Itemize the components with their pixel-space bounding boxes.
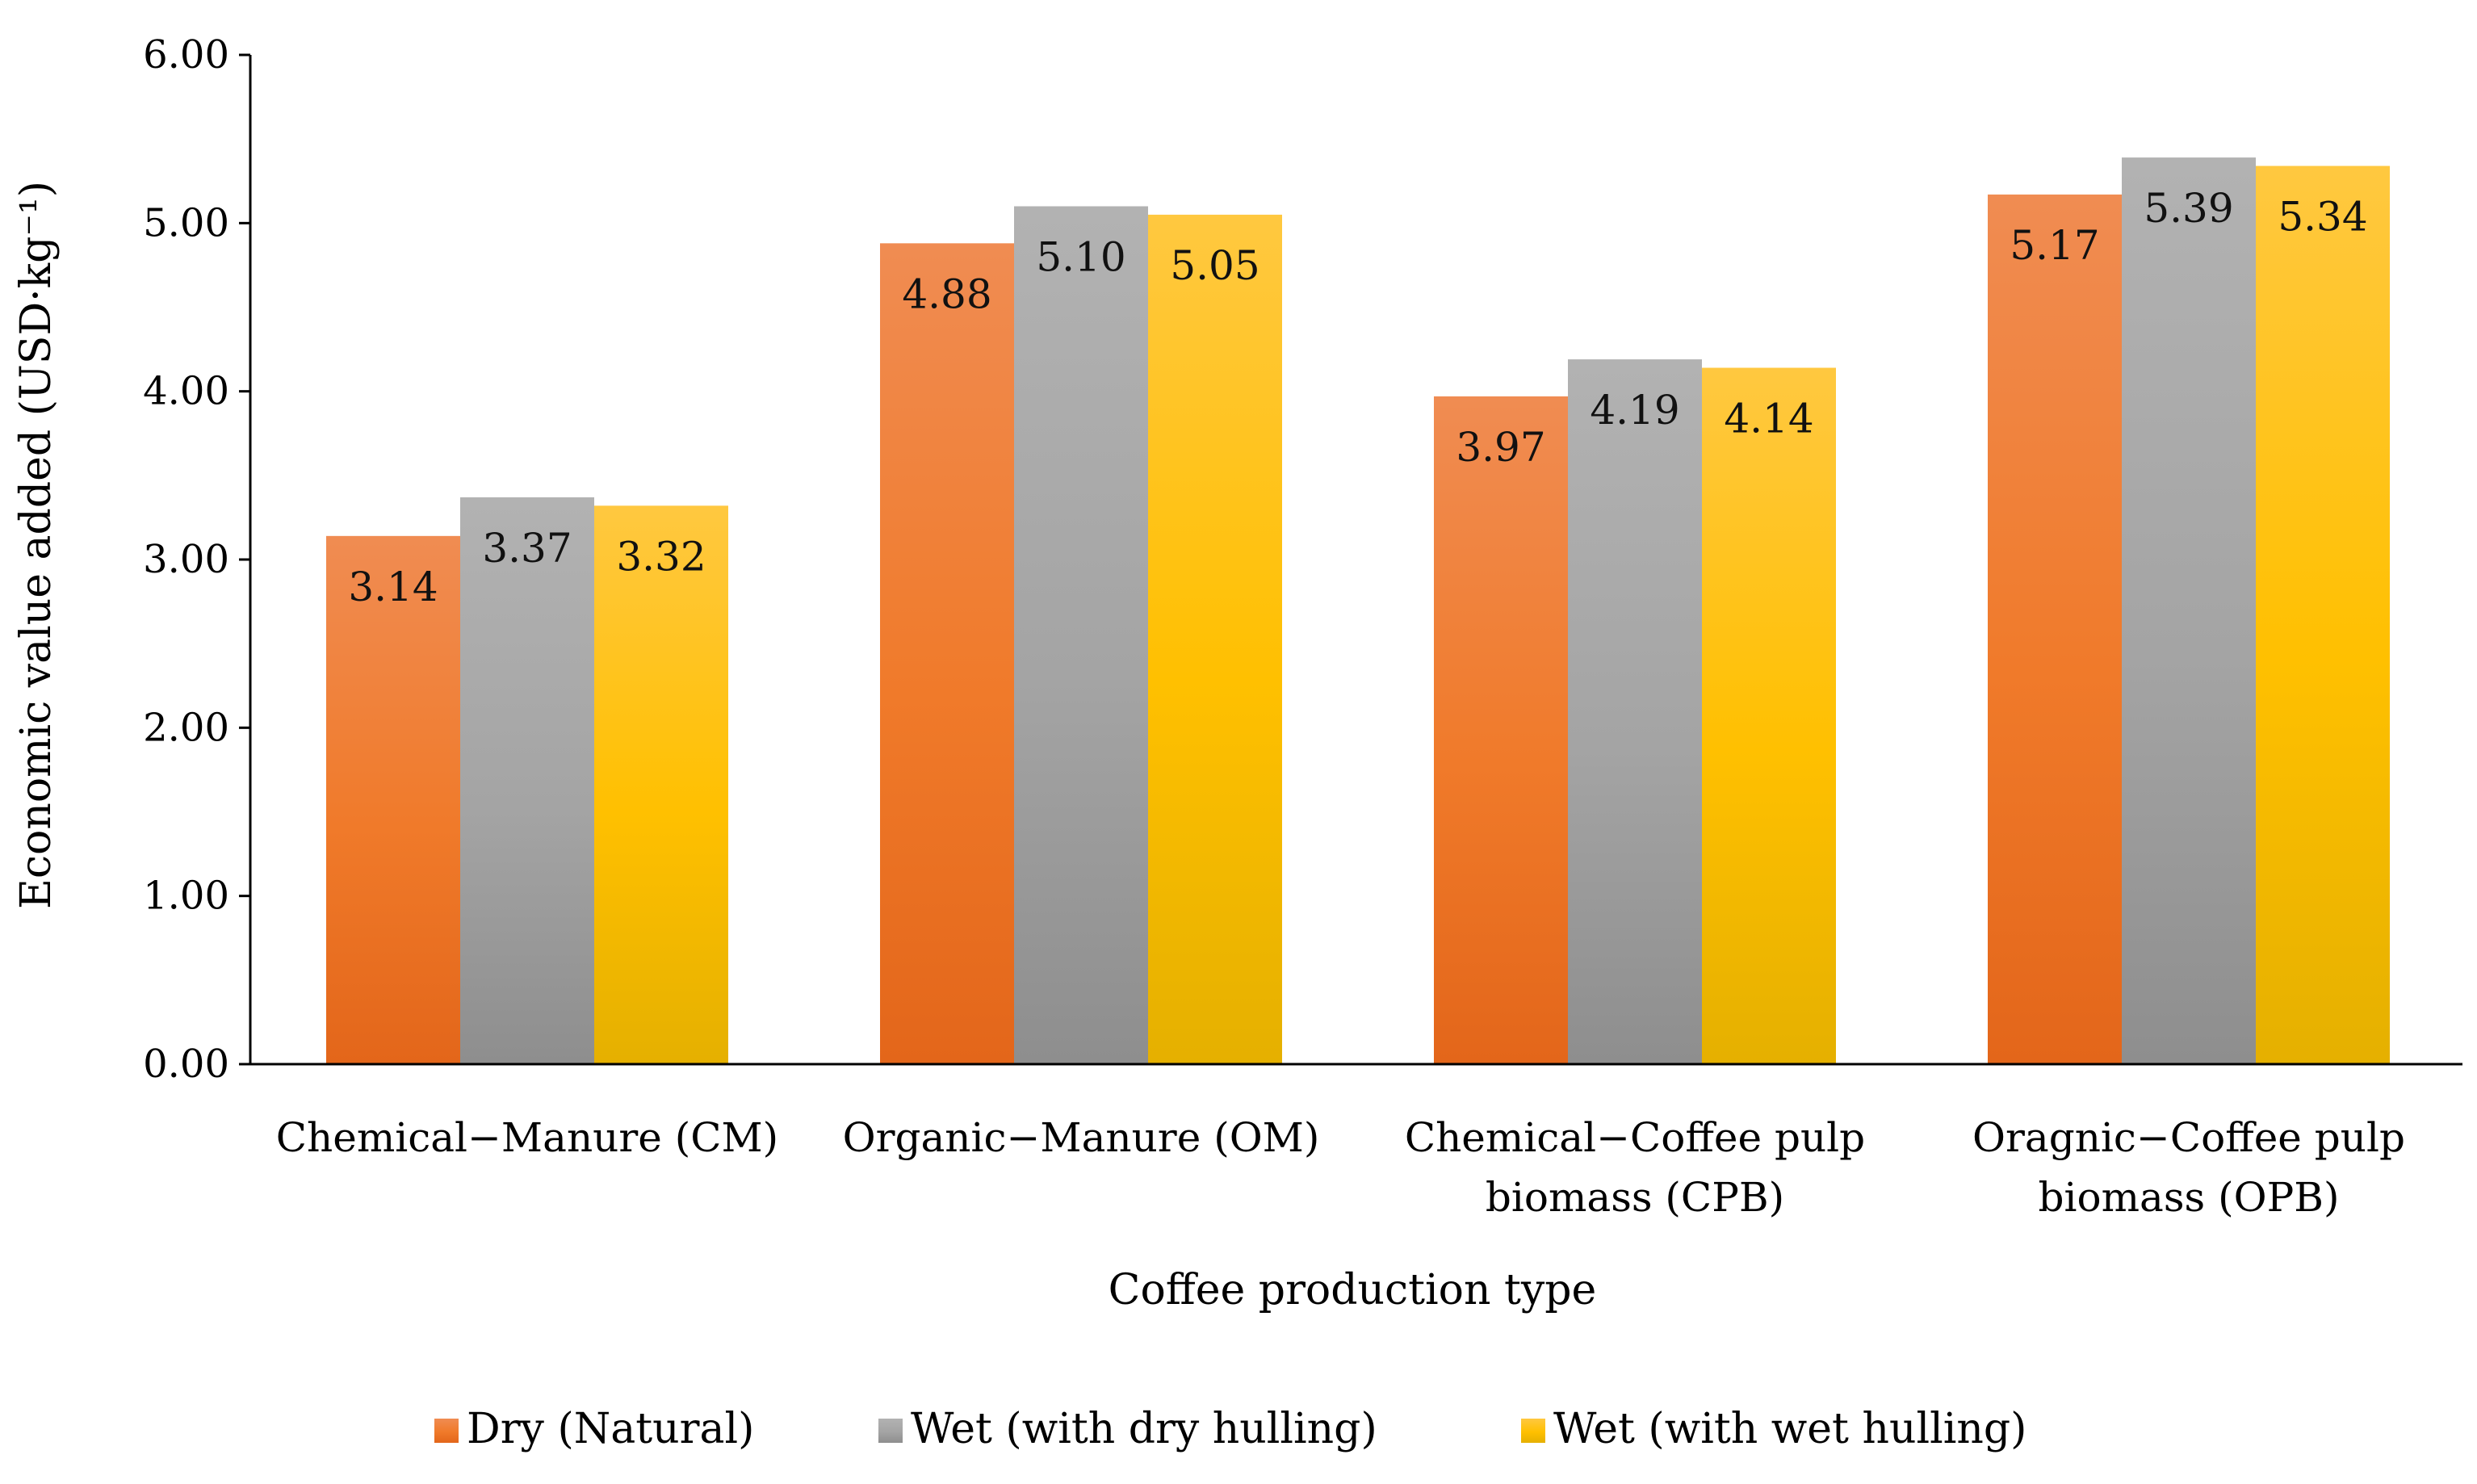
bar-wet-with-wet-hulling--3 xyxy=(2256,166,2390,1064)
bar-wet-with-dry-hulling--1 xyxy=(1014,206,1148,1064)
legend: Dry (Natural) Wet (with dry hulling) Wet (… xyxy=(434,1405,2026,1453)
x-category-label: Oragnic−Coffee pulp biomass (OPB) xyxy=(1972,1114,2405,1221)
x-category-label: Organic−Manure (OM) xyxy=(843,1114,1320,1161)
bar-dry-natural--0 xyxy=(326,535,460,1064)
data-label: 4.88 xyxy=(902,270,991,317)
bar-wet-with-dry-hulling--3 xyxy=(2122,157,2256,1064)
bar-wet-with-dry-hulling--0 xyxy=(460,497,594,1064)
legend-swatch xyxy=(434,1419,459,1443)
x-category-label: Chemical−Manure (CM) xyxy=(276,1114,778,1161)
data-label: 3.32 xyxy=(616,533,706,580)
data-label: 5.05 xyxy=(1170,242,1259,289)
legend-label: Wet (with dry hulling) xyxy=(911,1405,1377,1453)
bars xyxy=(326,157,2390,1065)
bar-dry-natural--3 xyxy=(1988,194,2122,1065)
data-label: 5.34 xyxy=(2278,194,2367,241)
y-tick-label: 6.00 xyxy=(143,32,229,78)
bar-wet-with-dry-hulling--2 xyxy=(1568,359,1702,1064)
legend-swatch xyxy=(878,1419,903,1443)
data-label: 5.10 xyxy=(1036,234,1125,281)
x-axis-title: Coffee production type xyxy=(1109,1266,1597,1314)
bar-dry-natural--1 xyxy=(880,243,1014,1064)
y-tick-label: 2.00 xyxy=(143,705,229,750)
y-tick-label: 0.00 xyxy=(143,1042,229,1087)
data-label: 5.17 xyxy=(2010,222,2099,269)
y-tick-label: 1.00 xyxy=(143,874,229,919)
legend-swatch xyxy=(1521,1419,1545,1443)
data-label: 3.14 xyxy=(348,564,438,610)
legend-label: Dry (Natural) xyxy=(467,1405,754,1453)
y-tick-label: 3.00 xyxy=(143,537,229,582)
data-label: 3.97 xyxy=(1456,424,1545,471)
x-category-label: Chemical−Coffee pulp biomass (CPB) xyxy=(1405,1114,1865,1221)
data-label: 4.19 xyxy=(1590,387,1679,434)
y-tick-label: 4.00 xyxy=(143,369,229,414)
y-axis-title: Economic value added (USD·kg⁻¹) xyxy=(12,181,61,909)
y-axis-ticks: 0.00 1.00 2.00 3.00 4.00 5.00 6.00 xyxy=(143,32,250,1087)
data-label: 5.39 xyxy=(2144,185,2233,232)
bar-wet-with-wet-hulling--0 xyxy=(594,505,728,1064)
data-label: 4.14 xyxy=(1724,396,1813,442)
y-tick-label: 5.00 xyxy=(143,200,229,245)
axes xyxy=(249,55,2462,1066)
bar-wet-with-wet-hulling--2 xyxy=(1702,367,1836,1064)
legend-label: Wet (with wet hulling) xyxy=(1553,1405,2026,1453)
bar-wet-with-wet-hulling--1 xyxy=(1148,214,1282,1065)
data-label: 3.37 xyxy=(482,525,572,572)
x-axis-category-labels: Chemical−Manure (CM) Organic−Manure (OM) C… xyxy=(276,1114,2405,1221)
bar-dry-natural--2 xyxy=(1434,396,1568,1065)
data-labels: 3.14 3.37 3.32 4.88 5.10 5.05 3.97 4.19 4.14 5.17… xyxy=(348,185,2367,610)
